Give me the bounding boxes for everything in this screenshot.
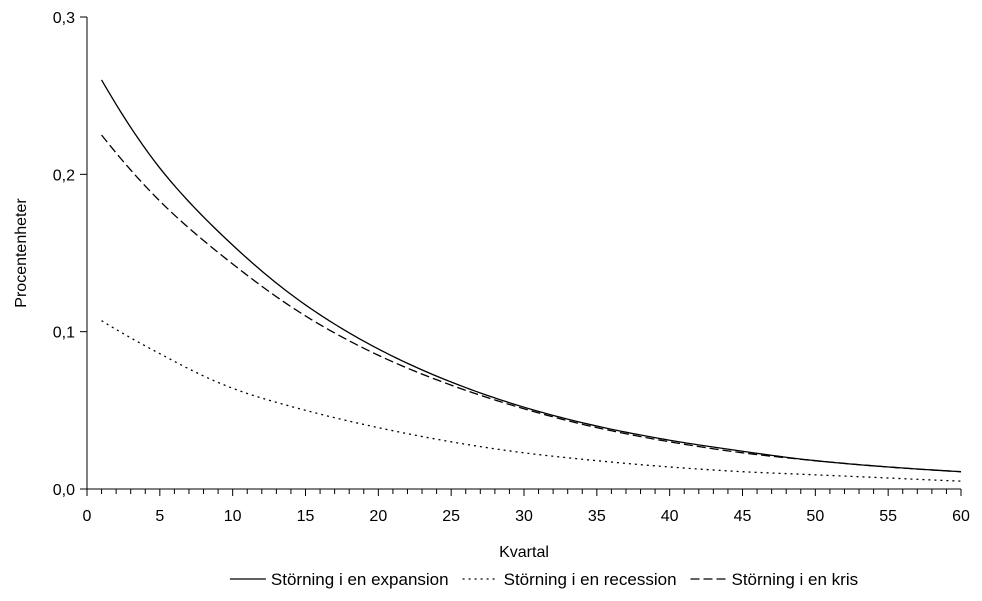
x-axis-ticks: 0 5 10 15 20 25 30 35 40 45 50 55 60 [83, 489, 970, 525]
x-tick-label: 20 [369, 508, 387, 525]
legend-item-1: Störning i en expansion [229, 570, 449, 589]
x-axis-title: Kvartal [499, 544, 549, 561]
legend-item-2: Störning i en recession [462, 570, 677, 589]
series-layer [101, 79, 962, 482]
x-tick-label: 5 [155, 508, 164, 525]
axes [86, 17, 961, 490]
x-tick-label: 55 [879, 508, 897, 525]
legend-item-3: Störning i en kris [690, 570, 859, 589]
x-tick-label: 0 [83, 508, 92, 525]
y-axis-title: Procentenheter [13, 198, 30, 308]
series-line-1 [101, 79, 962, 473]
y-axis-ticks: 0,0 0,1 0,2 0,3 [53, 10, 87, 499]
y-tick-label: 0,3 [53, 10, 75, 27]
legend-label: Störning i en kris [732, 570, 859, 589]
legend: Störning i en expansion Störning i en rec… [229, 570, 859, 589]
x-tick-label: 10 [224, 508, 242, 525]
x-tick-label: 25 [442, 508, 460, 525]
x-tick-label: 40 [661, 508, 679, 525]
x-tick-label: 30 [515, 508, 533, 525]
series-line-3 [101, 134, 962, 473]
x-tick-label: 60 [952, 508, 970, 525]
series-line-2 [101, 320, 962, 482]
x-tick-label: 50 [806, 508, 824, 525]
x-tick-label: 35 [588, 508, 606, 525]
legend-label: Störning i en expansion [271, 570, 449, 589]
y-tick-label: 0,2 [53, 167, 75, 184]
legend-label: Störning i en recession [504, 570, 677, 589]
x-tick-label: 45 [734, 508, 752, 525]
x-tick-label: 15 [297, 508, 315, 525]
y-tick-label: 0,1 [53, 325, 75, 342]
y-tick-label: 0,0 [53, 482, 75, 499]
